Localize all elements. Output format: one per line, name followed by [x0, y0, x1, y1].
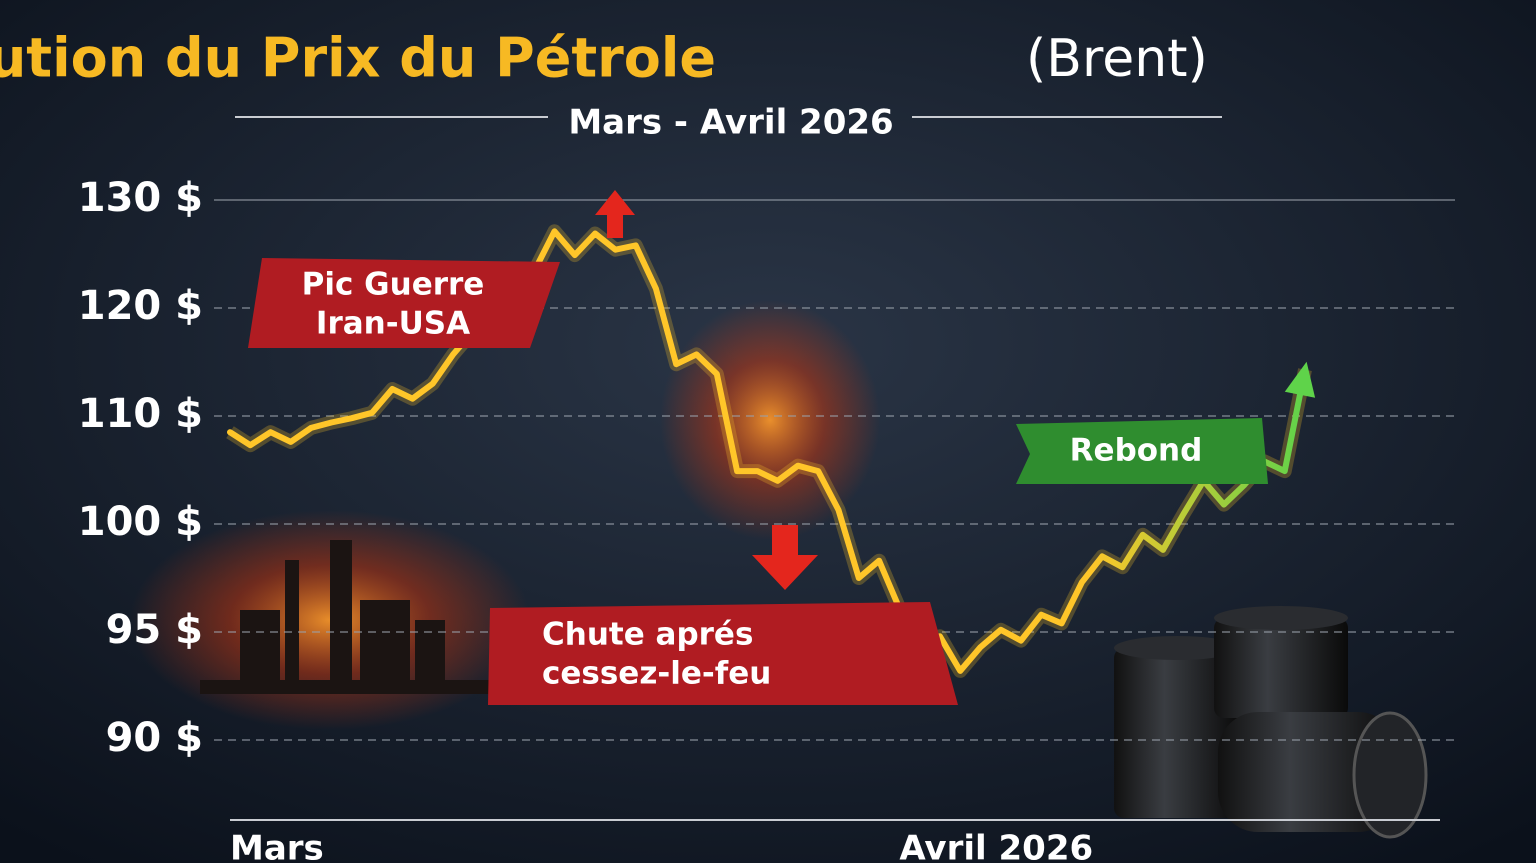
- line: [227, 228, 1308, 674]
- y-tick-label: 90 $: [106, 715, 203, 761]
- fire-glow: [660, 300, 880, 540]
- annotation-text: Chute aprés: [542, 617, 753, 653]
- plot: [226, 224, 1316, 678]
- annotation-text: Rebond: [1070, 433, 1203, 469]
- x-tick-label: Mars: [230, 829, 324, 863]
- arrow-up: [595, 190, 635, 238]
- annotation-text: cessez-le-feu: [542, 656, 771, 692]
- refinery: [200, 540, 490, 694]
- y-tick-label: 100 $: [78, 499, 203, 545]
- annotation-text: Pic Guerre: [302, 267, 485, 303]
- chart-subtitle: Mars - Avril 2026: [568, 103, 893, 143]
- annotation-box: [1016, 418, 1268, 484]
- arrow-down: [752, 525, 818, 590]
- annotation-box: [488, 602, 958, 705]
- y-tick-label: 110 $: [78, 391, 203, 437]
- y-tick-label: 120 $: [78, 283, 203, 329]
- barrels: [1114, 606, 1428, 839]
- grid: 130 $ 120 $ 110 $ 100 $ 95 $ 90 $ Mars Avril 20…: [78, 175, 1455, 863]
- chart-title-suffix: (Brent): [1026, 29, 1208, 89]
- line-arrowhead: [1284, 361, 1316, 398]
- chart-title: Évolution du Prix du Pétrole: [0, 27, 716, 90]
- y-tick-label: 95 $: [106, 607, 203, 653]
- annotation-box: [248, 258, 560, 348]
- x-tick-label: Avril 2026: [899, 829, 1093, 863]
- y-tick-label: 130 $: [78, 175, 203, 221]
- annotation-text: Iran-USA: [316, 306, 470, 342]
